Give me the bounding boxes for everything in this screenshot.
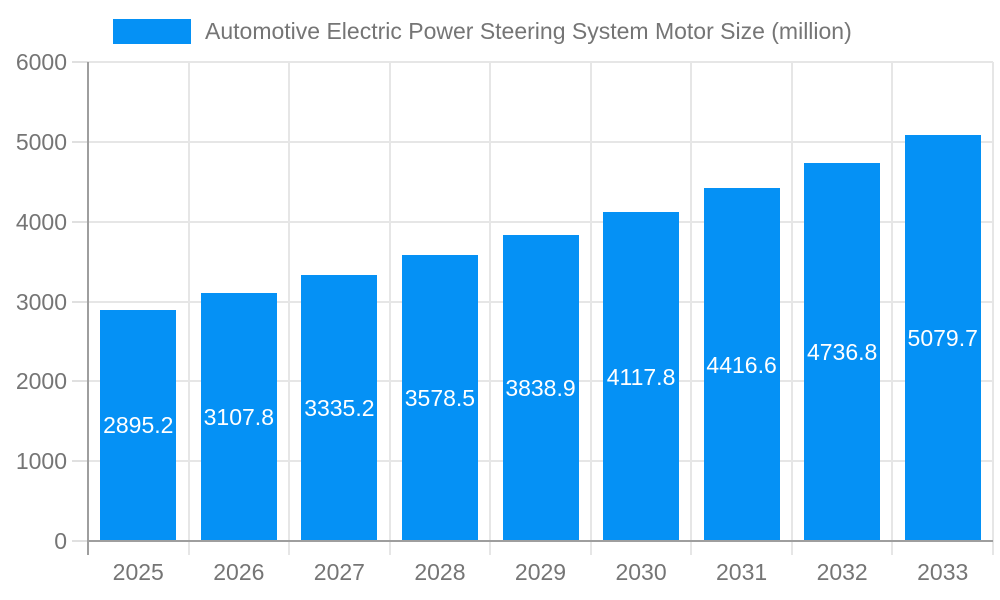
bar-2028	[401, 255, 478, 541]
y-axis-label-4000: 4000	[15, 208, 67, 235]
y-tick-1000	[72, 460, 88, 463]
bar-value-2032: 4736.8	[806, 338, 878, 365]
x-axis-label-2027: 2027	[313, 559, 365, 585]
bar-value-2025: 2895.2	[103, 412, 174, 439]
x-axis-label-2032: 2032	[816, 559, 868, 585]
gridline-x-8	[891, 62, 894, 555]
bar-2025	[100, 309, 177, 541]
y-axis-label-1000: 1000	[15, 448, 67, 475]
x-axis-label-2026: 2026	[213, 559, 265, 585]
y-axis-label-0: 0	[54, 528, 67, 554]
y-axis-line	[87, 62, 89, 555]
x-axis-label-2029: 2029	[514, 559, 567, 585]
bar-2030	[603, 212, 680, 541]
gridline-x-2	[288, 62, 291, 555]
bar-value-2027: 3335.2	[304, 394, 375, 421]
x-axis-label-2033: 2033	[917, 559, 969, 585]
bar-2033	[904, 135, 981, 541]
bar-2027	[301, 274, 378, 541]
gridline-x-9	[992, 62, 994, 555]
y-tick-4000	[72, 220, 88, 223]
gridline-x-3	[388, 62, 391, 555]
gridline-x-1	[187, 62, 190, 555]
x-axis-label-2028: 2028	[414, 559, 466, 585]
gridline-x-7	[790, 62, 793, 555]
bar-value-2031: 4416.6	[706, 351, 777, 378]
x-axis-line	[87, 540, 993, 542]
y-tick-3000	[72, 300, 88, 303]
x-axis-label-2030: 2030	[615, 559, 667, 585]
y-tick-0	[72, 540, 88, 542]
gridline-x-6	[690, 62, 693, 555]
y-axis-label-3000: 3000	[15, 288, 67, 315]
gridline-y-6000	[88, 61, 993, 63]
y-axis-label-2000: 2000	[15, 368, 67, 395]
x-axis-label-2025: 2025	[112, 559, 164, 585]
bar-2029	[502, 234, 579, 541]
x-axis-label-2031: 2031	[716, 559, 768, 585]
legend-label: Automotive Electric Power Steering Syste…	[205, 18, 852, 44]
y-tick-6000	[72, 61, 88, 63]
y-tick-5000	[72, 140, 88, 143]
legend-swatch	[113, 19, 191, 44]
y-tick-2000	[72, 380, 88, 383]
legend: Automotive Electric Power Steering Syste…	[113, 18, 852, 44]
bar-2031	[703, 188, 780, 541]
bar-value-2026: 3107.8	[203, 403, 274, 430]
bar-value-2028: 3578.5	[404, 385, 476, 412]
gridline-y-4000	[88, 220, 993, 223]
bar-value-2029: 3838.9	[505, 374, 576, 401]
gridline-y-5000	[88, 140, 993, 143]
plot-area: 2895.2 3107.8 3335.2 3578.5 3838.9 4117.8 4416…	[72, 61, 994, 555]
bar-value-2030: 4117.8	[606, 363, 676, 390]
y-axis-label-6000: 6000	[15, 49, 67, 75]
bar-value-2033: 5079.7	[907, 325, 978, 352]
bar-2026	[200, 292, 277, 541]
gridline-x-5	[589, 62, 592, 555]
bar-2032	[804, 162, 881, 541]
gridline-x-4	[489, 62, 492, 555]
y-axis-label-5000: 5000	[15, 128, 67, 155]
